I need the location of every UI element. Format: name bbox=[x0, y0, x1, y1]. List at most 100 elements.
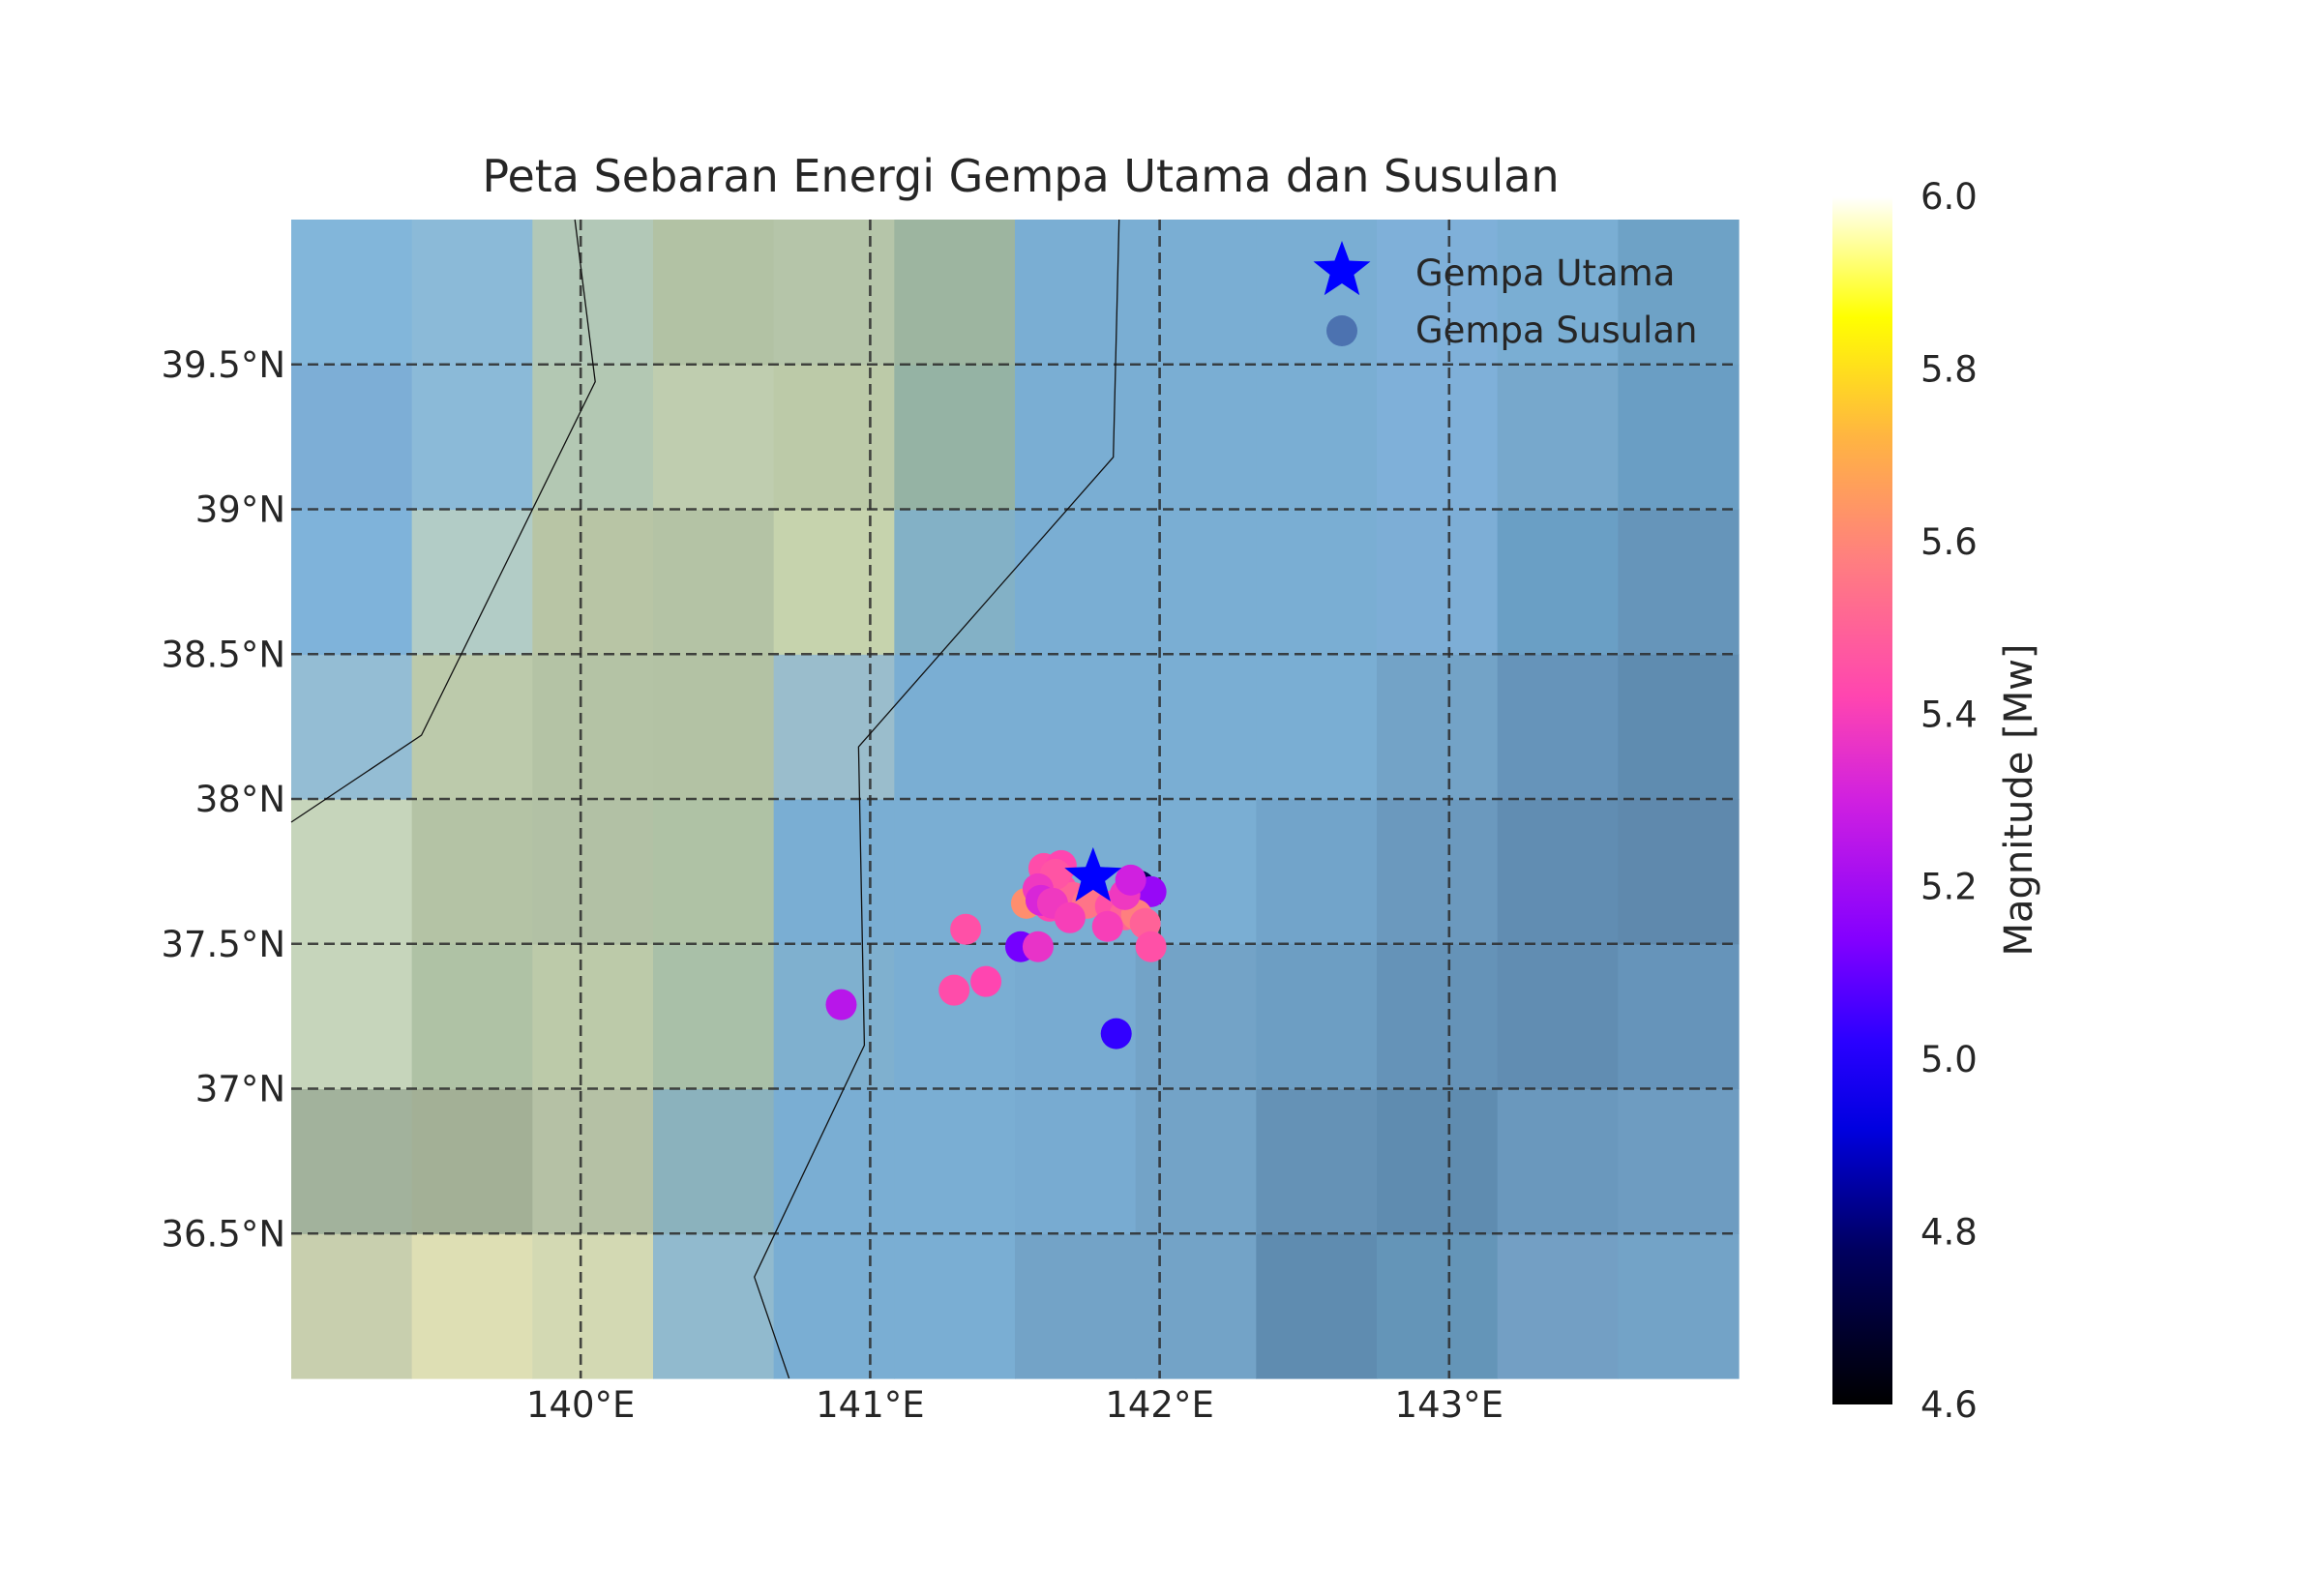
legend-aftershock-marker bbox=[1326, 315, 1357, 346]
y-tick-label: 36.5°N bbox=[161, 1213, 285, 1255]
terrain-cell bbox=[411, 799, 533, 945]
terrain-cell bbox=[532, 943, 654, 1090]
terrain-cell bbox=[1256, 1233, 1378, 1379]
colorbar bbox=[1832, 196, 1892, 1404]
y-tick-label: 39.5°N bbox=[161, 344, 285, 386]
terrain-cell bbox=[1377, 364, 1499, 511]
terrain-cell bbox=[1377, 509, 1499, 655]
terrain-cell bbox=[653, 1233, 775, 1379]
terrain-cell bbox=[1618, 654, 1740, 800]
terrain-cell bbox=[773, 364, 895, 511]
terrain-cell bbox=[532, 220, 654, 366]
terrain-cell bbox=[1497, 509, 1619, 655]
colorbar-tick-label: 5.8 bbox=[1920, 348, 1978, 390]
aftershock-marker bbox=[1091, 910, 1123, 942]
colorbar-tick-label: 6.0 bbox=[1920, 176, 1978, 218]
aftershock-marker bbox=[1022, 931, 1054, 962]
terrain-cell bbox=[1256, 364, 1378, 511]
colorbar-tick-label: 5.2 bbox=[1920, 867, 1978, 908]
terrain-cell bbox=[1135, 364, 1257, 511]
terrain-cell bbox=[1135, 1233, 1257, 1379]
terrain-cell bbox=[1618, 943, 1740, 1090]
terrain-cell bbox=[1377, 1233, 1499, 1379]
colorbar-tick-label: 5.4 bbox=[1920, 694, 1978, 735]
terrain-cell bbox=[1015, 509, 1137, 655]
terrain-cell bbox=[653, 1088, 775, 1234]
terrain-cell bbox=[532, 509, 654, 655]
terrain-cell bbox=[1377, 1088, 1499, 1234]
terrain-cell bbox=[411, 364, 533, 511]
terrain-cell bbox=[1618, 1233, 1740, 1379]
colorbar-tick-label: 5.0 bbox=[1920, 1039, 1978, 1080]
terrain-cell bbox=[1618, 220, 1740, 366]
terrain-cell bbox=[1377, 943, 1499, 1090]
terrain-cell bbox=[1015, 943, 1137, 1090]
terrain-cell bbox=[1618, 364, 1740, 511]
colorbar-tick-label: 5.6 bbox=[1920, 521, 1978, 563]
terrain-cell bbox=[773, 509, 895, 655]
map-title: Peta Sebaran Energi Gempa Utama dan Susu… bbox=[482, 150, 1559, 202]
legend-mainshock-label: Gempa Utama bbox=[1415, 252, 1675, 294]
y-tick-label: 39°N bbox=[195, 489, 285, 531]
terrain-cell bbox=[653, 220, 775, 366]
terrain-cell bbox=[1377, 654, 1499, 800]
terrain-cell bbox=[653, 509, 775, 655]
coastline bbox=[290, 219, 596, 823]
terrain-cell bbox=[894, 654, 1016, 800]
aftershock-marker bbox=[1054, 901, 1086, 933]
terrain-cell bbox=[532, 799, 654, 945]
terrain-cell bbox=[411, 1233, 533, 1379]
terrain-cell bbox=[1497, 799, 1619, 945]
terrain-cell bbox=[1135, 509, 1257, 655]
terrain-cell bbox=[1135, 654, 1257, 800]
terrain-background bbox=[291, 220, 1740, 1379]
mainshock-star bbox=[1064, 846, 1122, 901]
x-tick-label: 142°E bbox=[1105, 1384, 1214, 1426]
terrain-cell bbox=[532, 1088, 654, 1234]
terrain-cell bbox=[1135, 220, 1257, 366]
terrain-cell bbox=[894, 943, 1016, 1090]
terrain-cell bbox=[532, 654, 654, 800]
x-tick-label: 143°E bbox=[1395, 1384, 1504, 1426]
terrain-cell bbox=[1135, 943, 1257, 1090]
terrain-cell bbox=[1135, 1088, 1257, 1234]
y-tick-label: 38.5°N bbox=[161, 634, 285, 675]
terrain-cell bbox=[1015, 364, 1137, 511]
terrain-cell bbox=[653, 799, 775, 945]
terrain-cell bbox=[1377, 799, 1499, 945]
aftershock-marker bbox=[1115, 864, 1146, 896]
terrain-cell bbox=[894, 1233, 1016, 1379]
terrain-cell bbox=[1618, 799, 1740, 945]
terrain-cell bbox=[291, 654, 413, 800]
terrain-cell bbox=[894, 220, 1016, 366]
terrain-cell bbox=[411, 220, 533, 366]
y-tick-label: 37°N bbox=[195, 1069, 285, 1110]
terrain-cell bbox=[1015, 1088, 1137, 1234]
terrain-cell bbox=[1497, 654, 1619, 800]
terrain-cell bbox=[291, 364, 413, 511]
terrain-cell bbox=[894, 1088, 1016, 1234]
colorbar-tick-label: 4.8 bbox=[1920, 1212, 1978, 1254]
aftershock-marker bbox=[825, 989, 857, 1020]
terrain-cell bbox=[653, 943, 775, 1090]
terrain-cell bbox=[291, 1088, 413, 1234]
terrain-cell bbox=[1618, 509, 1740, 655]
terrain-cell bbox=[894, 509, 1016, 655]
terrain-cell bbox=[1256, 654, 1378, 800]
colorbar-label: Magnitude [Mw] bbox=[1997, 643, 2041, 956]
terrain-cell bbox=[773, 1233, 895, 1379]
coastlines bbox=[290, 219, 1120, 1379]
terrain-cell bbox=[653, 364, 775, 511]
coastline bbox=[753, 219, 1120, 1379]
legend: Gempa Utama Gempa Susulan bbox=[1313, 241, 1697, 351]
terrain-cell bbox=[1497, 364, 1619, 511]
aftershock-marker bbox=[970, 965, 1002, 997]
terrain-cell bbox=[653, 654, 775, 800]
aftershock-marker bbox=[938, 974, 970, 1006]
terrain-cell bbox=[1377, 220, 1499, 366]
x-axis-ticks: 140°E 141°E 142°E 143°E bbox=[526, 1384, 1503, 1426]
legend-star-marker bbox=[1313, 241, 1371, 296]
terrain-cell bbox=[1015, 654, 1137, 800]
terrain-cell bbox=[894, 364, 1016, 511]
